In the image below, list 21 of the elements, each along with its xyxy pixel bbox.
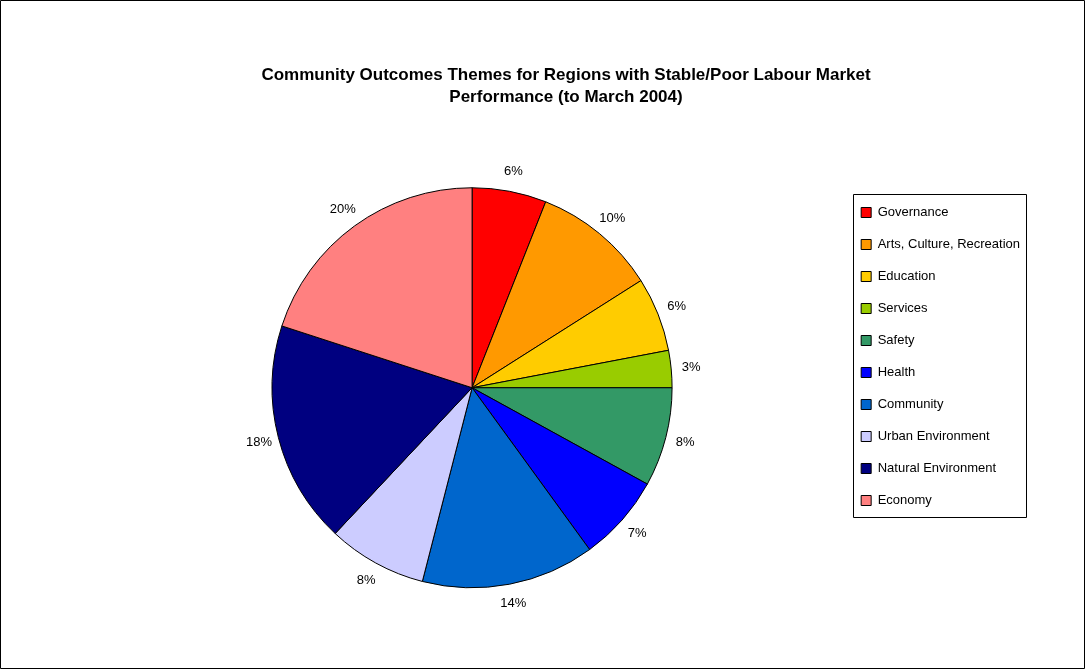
data-label: 18%: [245, 434, 273, 450]
legend-label: Health: [877, 364, 916, 380]
data-label: 8%: [675, 434, 695, 450]
legend-label: Services: [877, 300, 929, 316]
chart-title: Community Outcomes Themes for Regions with Stable/Poor Labour Market Performance (to March 2004): [261, 65, 871, 106]
data-label: 14%: [500, 595, 527, 611]
data-label: 7%: [627, 524, 647, 540]
legend-label: Economy: [877, 492, 933, 508]
data-label: 20%: [329, 201, 357, 217]
data-label: 6%: [667, 298, 687, 314]
legend-label: Urban Environment: [877, 428, 991, 444]
data-label: 3%: [681, 358, 701, 374]
legend-label: Community: [877, 396, 944, 412]
legend-label: Governance: [877, 204, 949, 220]
legend-label: Arts, Culture, Recreation: [877, 236, 1021, 252]
legend-label: Safety: [877, 332, 916, 348]
data-label: 10%: [599, 209, 626, 225]
data-label: 6%: [503, 163, 524, 179]
legend-label: Natural Environment: [877, 460, 997, 476]
data-label: 8%: [356, 572, 376, 588]
legend-label: Education: [877, 268, 936, 284]
